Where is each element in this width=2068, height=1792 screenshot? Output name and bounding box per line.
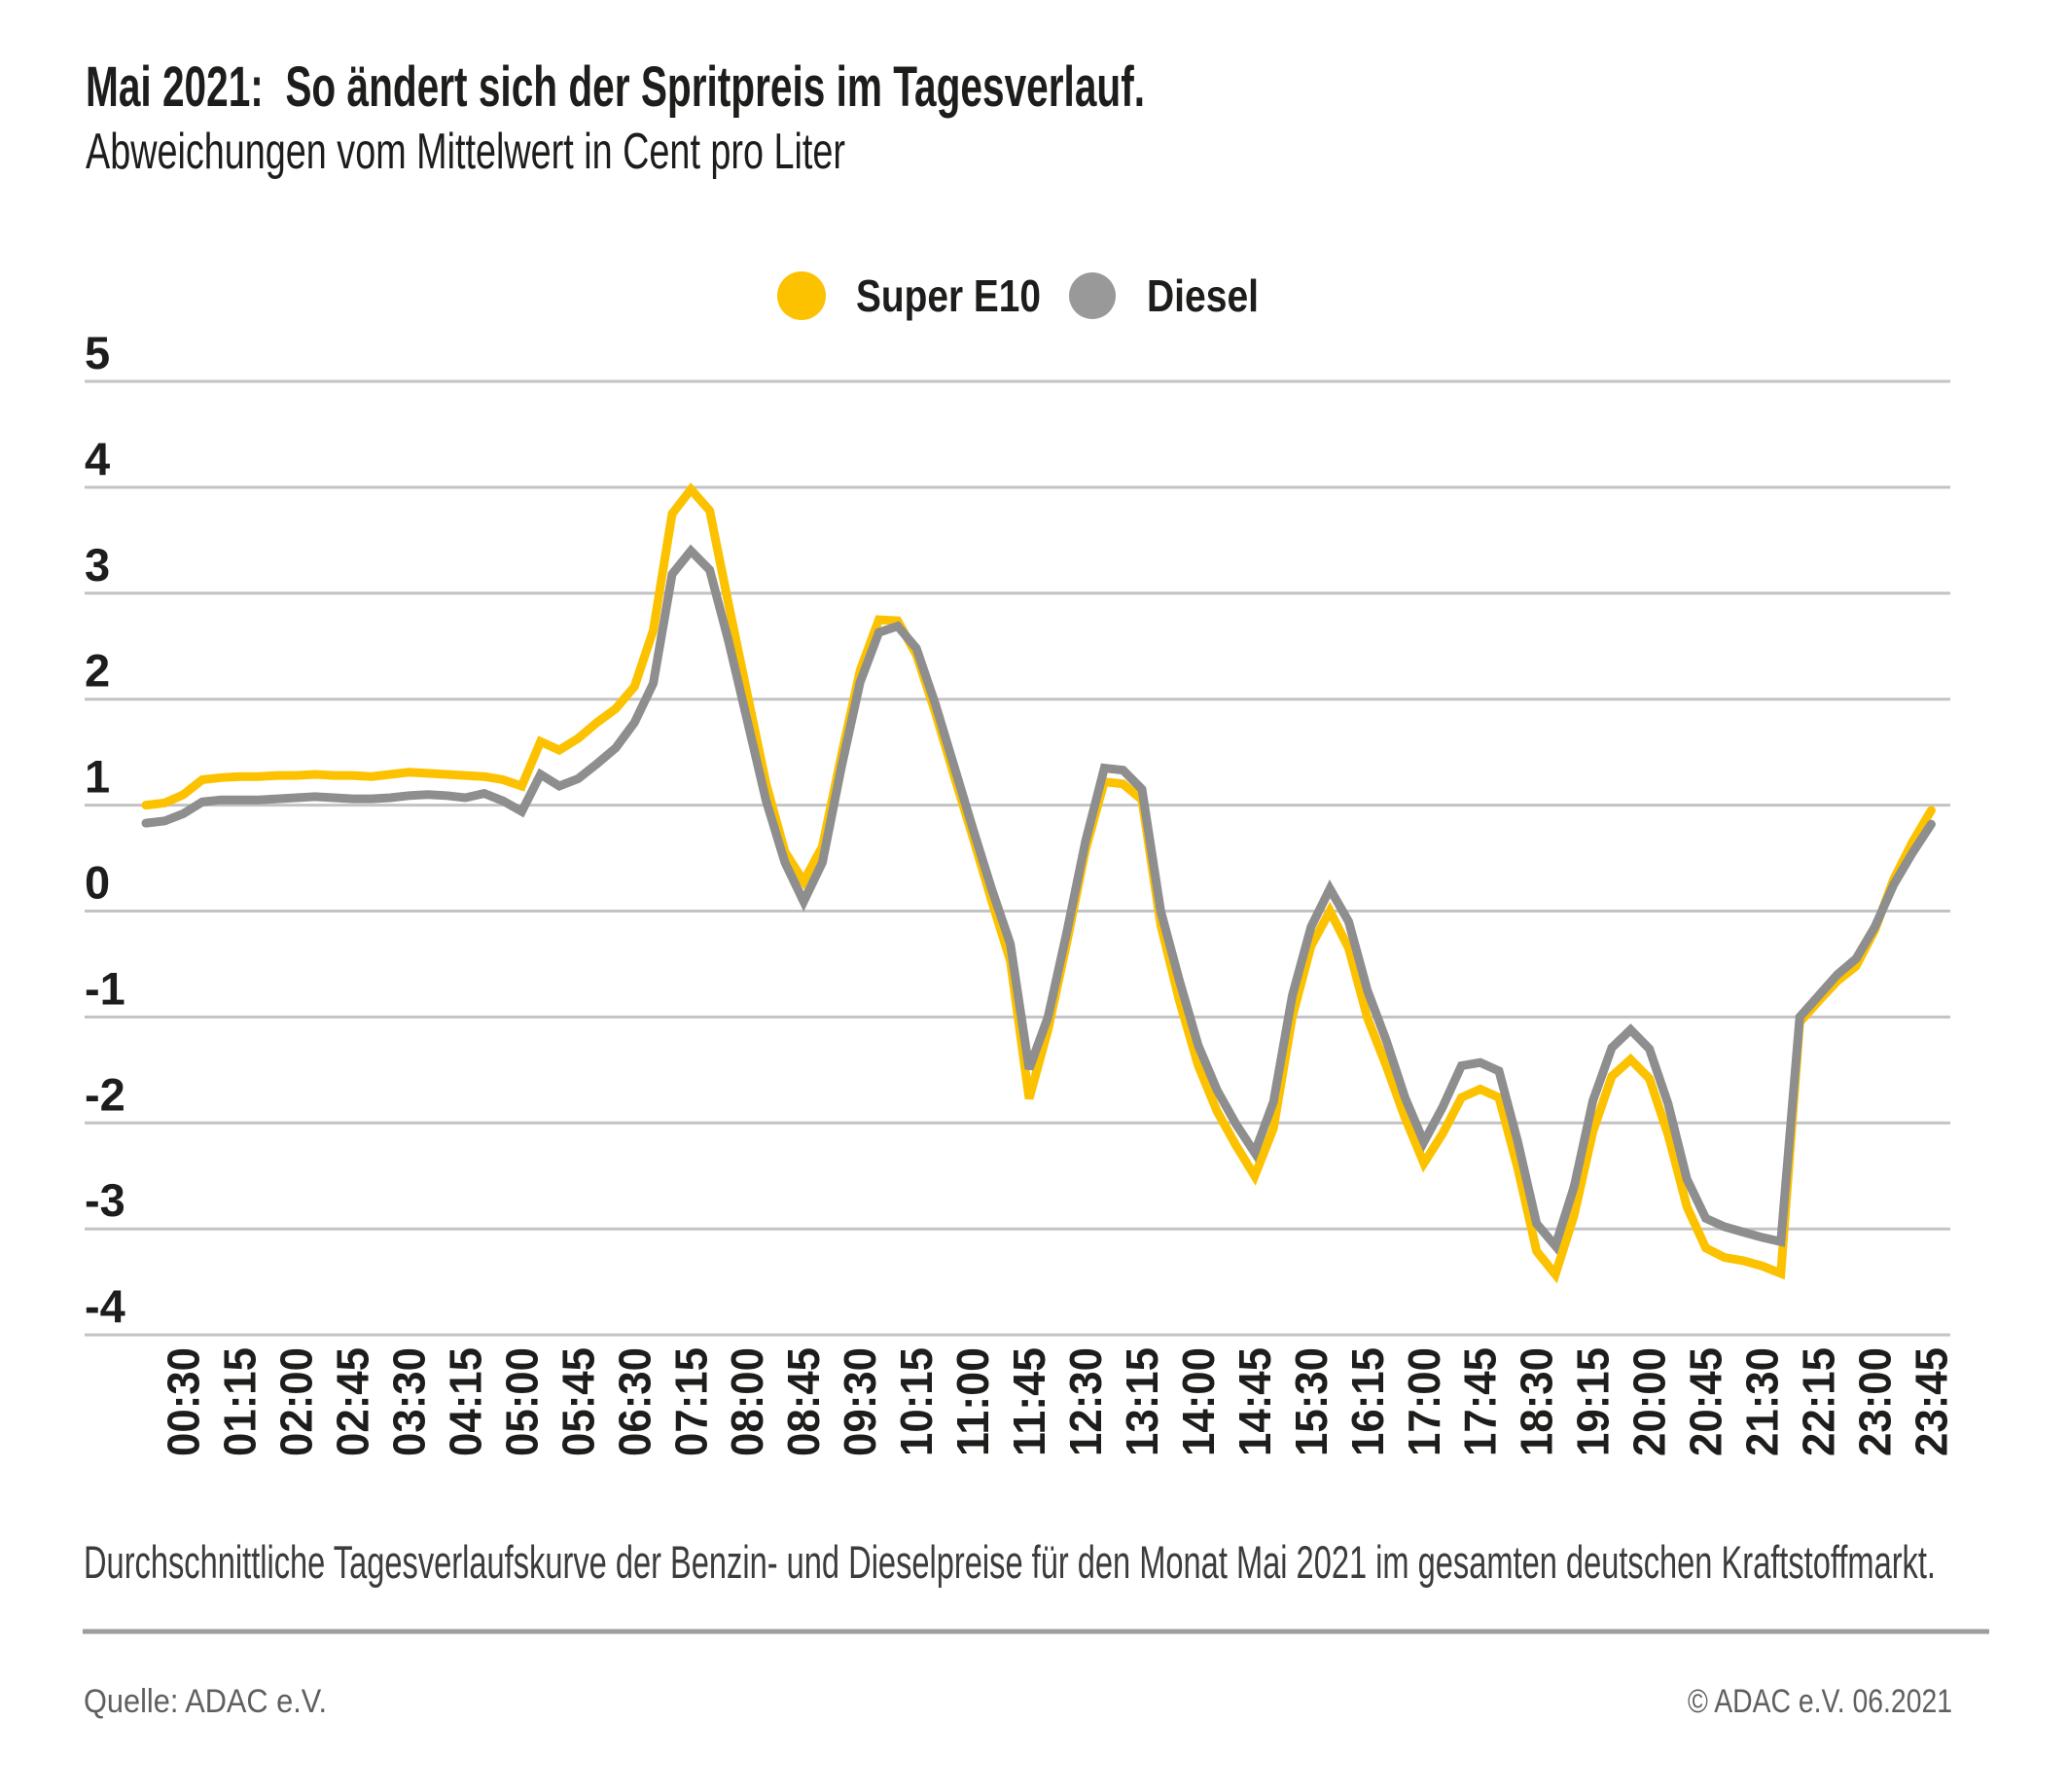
svg-text:08:45: 08:45 <box>778 1347 829 1456</box>
svg-text:-4: -4 <box>85 1280 125 1332</box>
svg-text:06:30: 06:30 <box>609 1347 660 1456</box>
svg-text:17:45: 17:45 <box>1455 1347 1506 1456</box>
svg-text:-1: -1 <box>85 962 125 1014</box>
svg-text:0: 0 <box>85 857 110 909</box>
svg-text:04:15: 04:15 <box>440 1347 490 1456</box>
svg-text:02:45: 02:45 <box>328 1347 378 1456</box>
svg-text:23:45: 23:45 <box>1906 1347 1956 1456</box>
svg-text:22:15: 22:15 <box>1794 1347 1844 1456</box>
svg-text:Super E10: Super E10 <box>856 270 1041 321</box>
svg-text:01:15: 01:15 <box>215 1347 266 1456</box>
svg-text:02:00: 02:00 <box>271 1347 322 1456</box>
svg-text:10:15: 10:15 <box>891 1347 942 1456</box>
svg-text:12:30: 12:30 <box>1060 1347 1111 1456</box>
svg-text:15:30: 15:30 <box>1286 1347 1337 1456</box>
svg-text:-2: -2 <box>85 1068 125 1120</box>
svg-text:© ADAC e.V. 06.2021: © ADAC e.V. 06.2021 <box>1688 1683 1952 1720</box>
svg-text:00:30: 00:30 <box>159 1347 209 1456</box>
svg-text:2: 2 <box>85 645 110 697</box>
svg-text:07:15: 07:15 <box>665 1347 716 1456</box>
svg-text:11:00: 11:00 <box>947 1347 998 1456</box>
svg-text:13:15: 13:15 <box>1117 1347 1167 1456</box>
svg-text:14:45: 14:45 <box>1230 1347 1280 1456</box>
svg-text:5: 5 <box>85 327 110 378</box>
svg-text:11:45: 11:45 <box>1004 1347 1054 1456</box>
svg-text:19:15: 19:15 <box>1568 1347 1619 1456</box>
svg-text:Diesel: Diesel <box>1147 270 1259 321</box>
svg-text:1: 1 <box>85 751 110 803</box>
svg-text:-3: -3 <box>85 1174 125 1226</box>
svg-text:20:00: 20:00 <box>1624 1347 1675 1456</box>
svg-text:20:45: 20:45 <box>1681 1347 1731 1456</box>
svg-text:14:00: 14:00 <box>1173 1347 1224 1456</box>
svg-text:23:00: 23:00 <box>1849 1347 1900 1456</box>
svg-text:08:00: 08:00 <box>722 1347 772 1456</box>
svg-text:Durchschnittliche Tagesverlauf: Durchschnittliche Tagesverlaufskurve der… <box>84 1536 1936 1588</box>
svg-text:03:30: 03:30 <box>384 1347 435 1456</box>
svg-text:Quelle: ADAC e.V.: Quelle: ADAC e.V. <box>84 1683 327 1720</box>
svg-text:Mai 2021: So ändert sich der: Mai 2021: So ändert sich der Spritpreis … <box>86 55 1145 119</box>
svg-text:4: 4 <box>85 433 110 484</box>
svg-text:05:00: 05:00 <box>496 1347 547 1456</box>
svg-text:05:45: 05:45 <box>553 1347 603 1456</box>
svg-text:21:30: 21:30 <box>1737 1347 1788 1456</box>
svg-text:17:00: 17:00 <box>1399 1347 1449 1456</box>
svg-text:16:15: 16:15 <box>1342 1347 1393 1456</box>
svg-text:Abweichungen vom Mittelwert in: Abweichungen vom Mittelwert in Cent pro … <box>86 124 845 180</box>
svg-text:09:30: 09:30 <box>835 1347 885 1456</box>
svg-text:18:30: 18:30 <box>1512 1347 1562 1456</box>
svg-text:3: 3 <box>85 539 110 591</box>
